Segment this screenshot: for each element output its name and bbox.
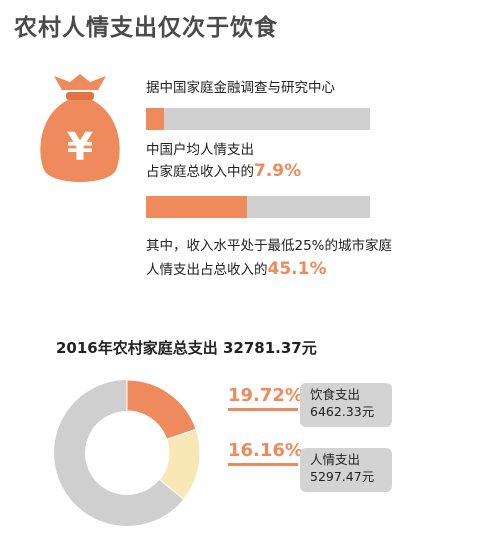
slice2-leader-line <box>228 463 298 466</box>
donut-chart <box>54 379 201 526</box>
donut-slice-2 <box>158 428 201 500</box>
stat2-bar <box>146 196 370 218</box>
stat2-bar-fill <box>146 196 248 218</box>
stat2-value: 45.1% <box>267 259 327 279</box>
stat2-line2-prefix: 人情支出占总收入的 <box>146 262 268 278</box>
slice1-leader-line <box>228 408 298 411</box>
stat1-bar-fill <box>146 108 164 130</box>
section2-title: 2016年农村家庭总支出 32781.37元 <box>56 339 317 357</box>
slice2-percent: 16.16% <box>228 440 303 461</box>
money-bag-yuan-icon: ¥ <box>40 74 120 182</box>
stat1-line1: 中国户均人情支出 <box>146 142 254 158</box>
slice1-percent: 19.72% <box>228 385 303 406</box>
stat2-line1: 其中，收入水平处于最低25%的城市家庭 <box>146 238 393 254</box>
yuan-symbol: ¥ <box>67 125 93 169</box>
stat1-bar <box>146 108 370 130</box>
stat1-line2: 占家庭总收入中的7.9% <box>146 160 301 181</box>
donut-slice-1 <box>126 379 197 440</box>
slice2-amount: 5297.47元 <box>310 469 375 484</box>
page-title: 农村人情支出仅次于饮食 <box>14 15 278 41</box>
stat1-value: 7.9% <box>254 161 302 181</box>
stat1-line2-prefix: 占家庭总收入中的 <box>146 164 254 180</box>
slice2-label: 人情支出 <box>310 452 361 467</box>
slice1-label-box: 饮食支出 6462.33元 <box>300 383 392 427</box>
slice1-amount: 6462.33元 <box>310 404 375 419</box>
slice1-label: 饮食支出 <box>310 387 361 402</box>
source-text: 据中国家庭金融调查与研究中心 <box>146 80 335 96</box>
stat2-line2: 人情支出占总收入的45.1% <box>146 258 326 279</box>
slice2-label-box: 人情支出 5297.47元 <box>300 448 392 492</box>
